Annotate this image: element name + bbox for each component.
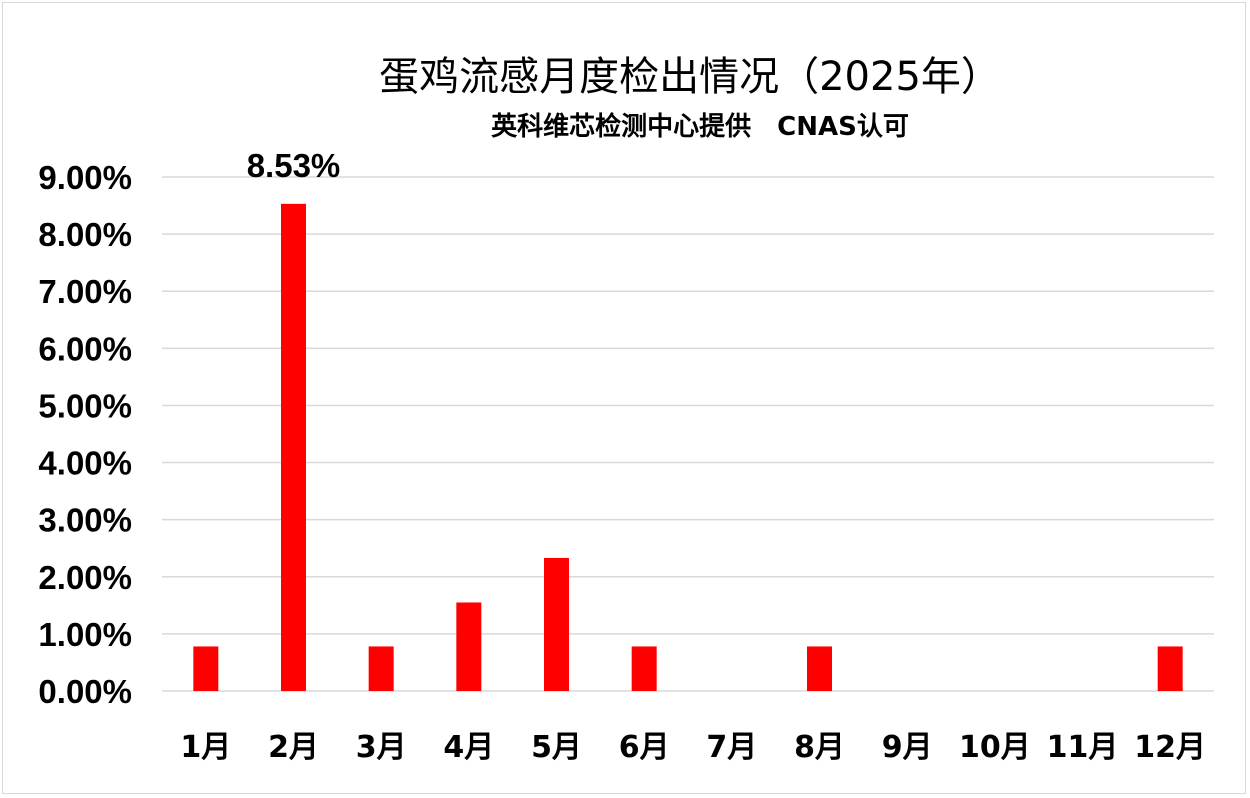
x-tick-label: 10月 bbox=[959, 730, 1031, 765]
bar bbox=[1157, 646, 1183, 691]
bar bbox=[193, 646, 219, 691]
x-tick-label: 2月 bbox=[268, 730, 319, 765]
y-axis-ticks: 0.00% 1.00% 2.00% 3.00% 4.00% 5.00% 6.00% 7.00%… bbox=[38, 159, 132, 710]
bar bbox=[456, 602, 482, 691]
y-tick-label: 2.00% bbox=[38, 559, 132, 596]
bar bbox=[807, 646, 832, 691]
chart-title: 蛋鸡流感月度检出情况（2025年） bbox=[379, 54, 1001, 100]
x-axis-ticks: 1月 2月 3月 4月 5月 6月 7月 8月 9月 10月 11月 12月 bbox=[180, 730, 1206, 765]
y-tick-label: 5.00% bbox=[38, 387, 132, 424]
x-tick-label: 3月 bbox=[356, 730, 407, 765]
x-tick-label: 7月 bbox=[706, 730, 757, 765]
y-tick-label: 9.00% bbox=[38, 159, 132, 196]
x-tick-label: 6月 bbox=[619, 730, 670, 765]
y-tick-label: 4.00% bbox=[38, 445, 132, 482]
y-tick-label: 8.00% bbox=[38, 216, 132, 253]
chart-subtitle: 英科维芯检测中心提供 CNAS认可 bbox=[491, 111, 909, 142]
bar bbox=[631, 646, 657, 691]
x-tick-label: 5月 bbox=[531, 730, 582, 765]
x-tick-label: 8月 bbox=[794, 730, 845, 765]
y-tick-label: 6.00% bbox=[38, 330, 132, 367]
bar bbox=[281, 203, 306, 691]
y-tick-label: 1.00% bbox=[38, 616, 132, 653]
gridlines bbox=[162, 176, 1214, 692]
x-tick-label: 1月 bbox=[180, 730, 231, 765]
x-tick-label: 12月 bbox=[1134, 730, 1206, 765]
bar bbox=[368, 646, 394, 691]
data-label: 8.53% bbox=[247, 147, 341, 184]
bars bbox=[193, 203, 1183, 691]
x-tick-label: 9月 bbox=[882, 730, 933, 765]
y-tick-label: 3.00% bbox=[38, 502, 132, 539]
y-tick-label: 0.00% bbox=[38, 673, 132, 710]
bar bbox=[544, 557, 569, 691]
y-tick-label: 7.00% bbox=[38, 273, 132, 310]
x-tick-label: 4月 bbox=[443, 730, 494, 765]
x-tick-label: 11月 bbox=[1047, 730, 1119, 765]
data-labels: 8.53% bbox=[247, 147, 341, 184]
